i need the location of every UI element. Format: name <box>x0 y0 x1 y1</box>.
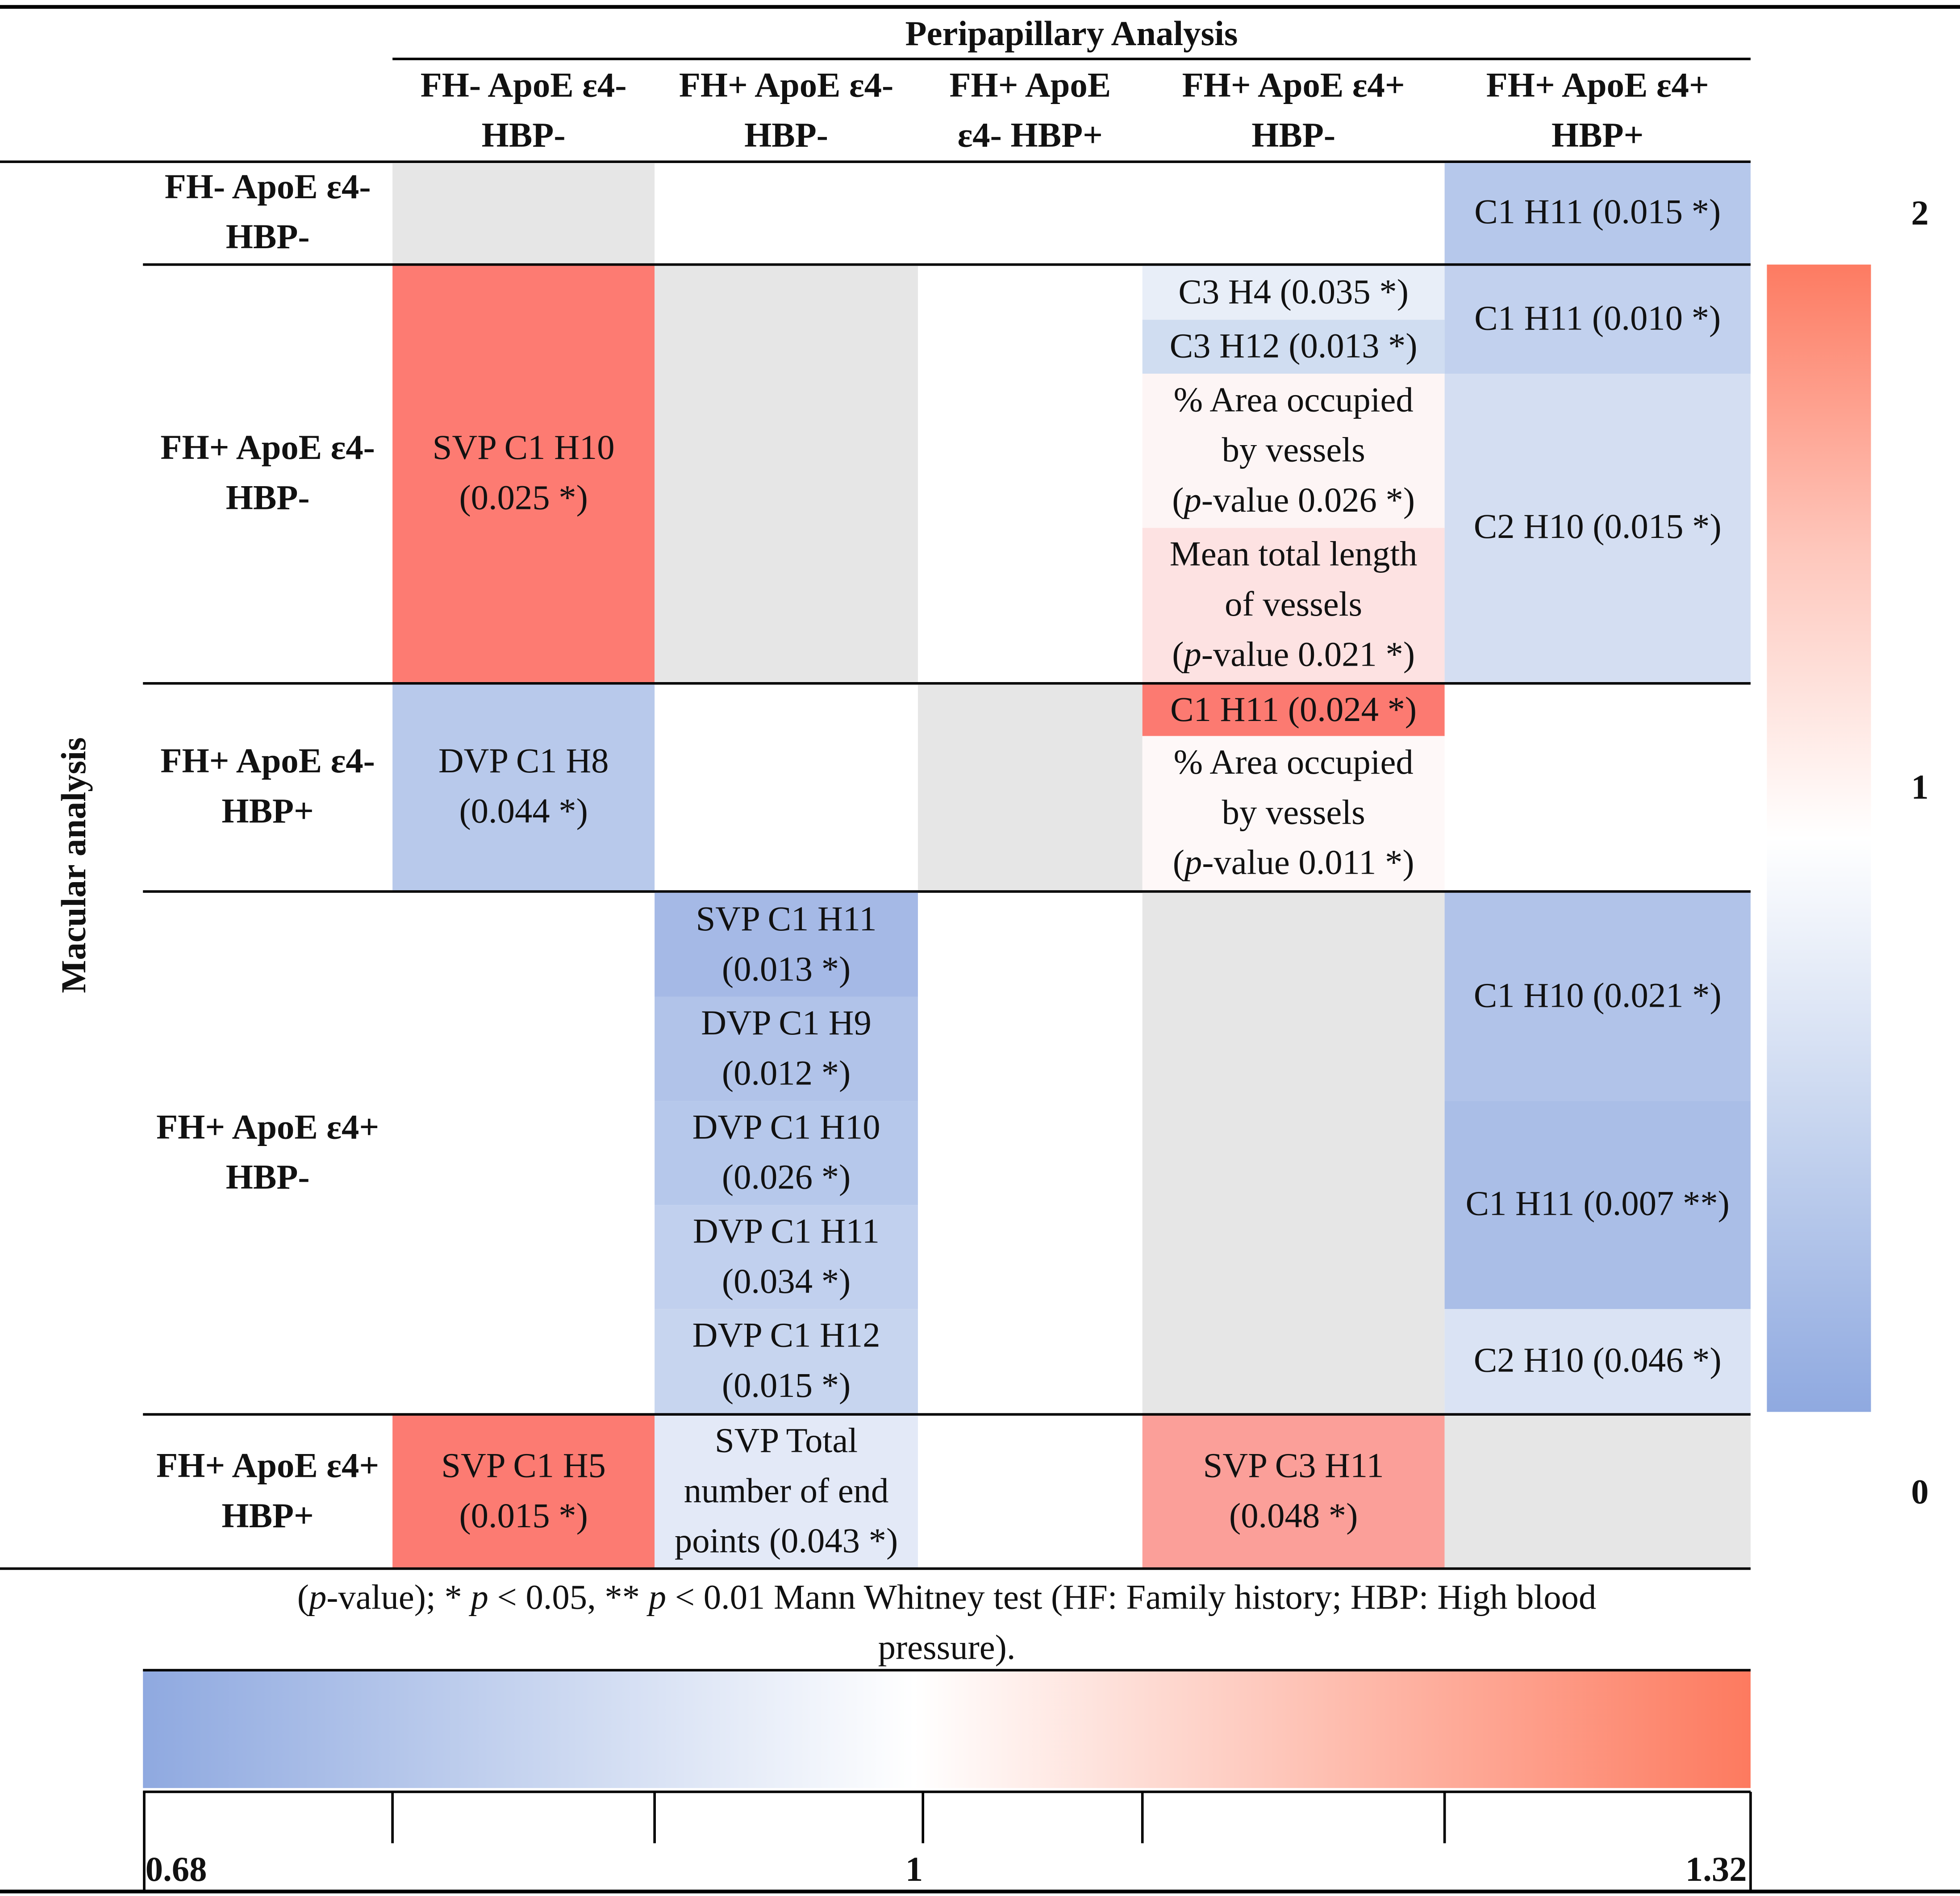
diagonal-cell-2 <box>655 266 918 682</box>
footnote: (p-value); * p < 0.05, ** p < 0.01 Mann … <box>297 1579 1597 1668</box>
scale-tick-7 <box>1749 1792 1752 1892</box>
cell-r4-c5-a: C1 H10 (0.021 *) <box>1444 892 1751 1101</box>
cell-r4-c5-b: C1 H11 (0.007 **) <box>1444 1101 1751 1309</box>
row-rule-1 <box>143 263 1751 266</box>
vertical-scale-label-bottom: 0 <box>1911 1473 1929 1513</box>
header-rule <box>0 160 1751 163</box>
row-rule-2 <box>143 682 1751 684</box>
scale-label-mid: 1 <box>905 1850 923 1890</box>
cell-r4-c2-a: SVP C1 H11 (0.013 *) <box>655 892 918 997</box>
cell-r2-c4-d: Mean total length of vessels (p-value 0.… <box>1142 528 1445 682</box>
cell-r5-c4: SVP C3 H11 (0.048 *) <box>1142 1416 1445 1567</box>
row-rule-4 <box>143 1413 1751 1415</box>
scale-tick-1 <box>143 1792 146 1892</box>
column-header-1: FH- ApoE ε4- HBP- <box>420 66 627 156</box>
diagonal-cell-5 <box>1444 1416 1751 1567</box>
cell-r4-c2-d: DVP C1 H11 (0.034 *) <box>655 1205 918 1309</box>
row-header-4: FH+ ApoE ε4+ HBP- <box>156 1108 379 1197</box>
horizontal-scale-bottom-rule <box>143 1790 1751 1793</box>
column-header-4: FH+ ApoE ε4+ HBP- <box>1182 66 1405 156</box>
cell-r4-c2-e: DVP C1 H12 (0.015 *) <box>655 1309 918 1413</box>
scale-tick-3 <box>653 1792 656 1843</box>
diagonal-cell-3 <box>917 684 1143 891</box>
top-rule <box>0 5 1960 9</box>
cell-r2-c4-a: C3 H4 (0.035 *) <box>1142 266 1445 320</box>
scale-tick-4 <box>922 1792 925 1843</box>
cell-r3-c4-b: % Area occupied by vessels (p-value 0.01… <box>1142 736 1445 891</box>
row-header-2: FH+ ApoE ε4- HBP- <box>160 429 375 518</box>
scale-label-min: 0.68 <box>145 1850 207 1890</box>
cell-r5-c1: SVP C1 H5 (0.015 *) <box>392 1416 655 1567</box>
scale-tick-6 <box>1443 1792 1446 1843</box>
table-bottom-rule <box>0 1567 1751 1570</box>
bottom-rule <box>0 1889 1960 1894</box>
vertical-scale-label-mid: 1 <box>1911 768 1929 808</box>
row-header-3: FH+ ApoE ε4- HBP+ <box>160 742 375 832</box>
cell-r3-c1: DVP C1 H8 (0.044 *) <box>392 684 655 891</box>
peripapillary-rule <box>392 58 1751 60</box>
peripapillary-title: Peripapillary Analysis <box>905 15 1238 54</box>
cell-r4-c5-c: C2 H10 (0.046 *) <box>1444 1309 1751 1413</box>
cell-r4-c2-c: DVP C1 H10 (0.026 *) <box>655 1101 918 1205</box>
column-header-3: FH+ ApoE ε4- HBP+ <box>949 66 1111 156</box>
row-header-5: FH+ ApoE ε4+ HBP+ <box>156 1446 379 1536</box>
cell-r1-c5: C1 H11 (0.015 *) <box>1444 163 1751 263</box>
cell-r3-c4-a: C1 H11 (0.024 *) <box>1142 684 1445 736</box>
diagonal-cell-1 <box>392 163 655 263</box>
cell-r2-c5-b: C2 H10 (0.015 *) <box>1444 373 1751 682</box>
vertical-color-scale <box>1767 264 1871 1412</box>
cell-r2-c5-a: C1 H11 (0.010 *) <box>1444 266 1751 374</box>
diagonal-cell-4 <box>1142 892 1445 1413</box>
column-header-2: FH+ ApoE ε4- HBP- <box>679 66 894 156</box>
horizontal-color-scale <box>143 1671 1751 1788</box>
cell-r5-c2: SVP Total number of end points (0.043 *) <box>655 1416 918 1567</box>
vertical-scale-label-top: 2 <box>1911 194 1929 233</box>
row-header-1: FH- ApoE ε4- HBP- <box>164 168 371 257</box>
scale-tick-5 <box>1141 1792 1144 1843</box>
column-header-5: FH+ ApoE ε4+ HBP+ <box>1486 66 1709 156</box>
scale-tick-2 <box>391 1792 394 1843</box>
cell-r2-c1: SVP C1 H10 (0.025 *) <box>392 266 655 682</box>
cell-r4-c2-b: DVP C1 H9 (0.012 *) <box>655 996 918 1101</box>
horizontal-scale-top-rule <box>143 1669 1751 1671</box>
scale-label-max: 1.32 <box>1685 1850 1747 1890</box>
row-rule-3 <box>143 890 1751 892</box>
cell-r2-c4-c: % Area occupied by vessels (p-value 0.02… <box>1142 373 1445 528</box>
cell-r2-c4-b: C3 H12 (0.013 *) <box>1142 320 1445 374</box>
